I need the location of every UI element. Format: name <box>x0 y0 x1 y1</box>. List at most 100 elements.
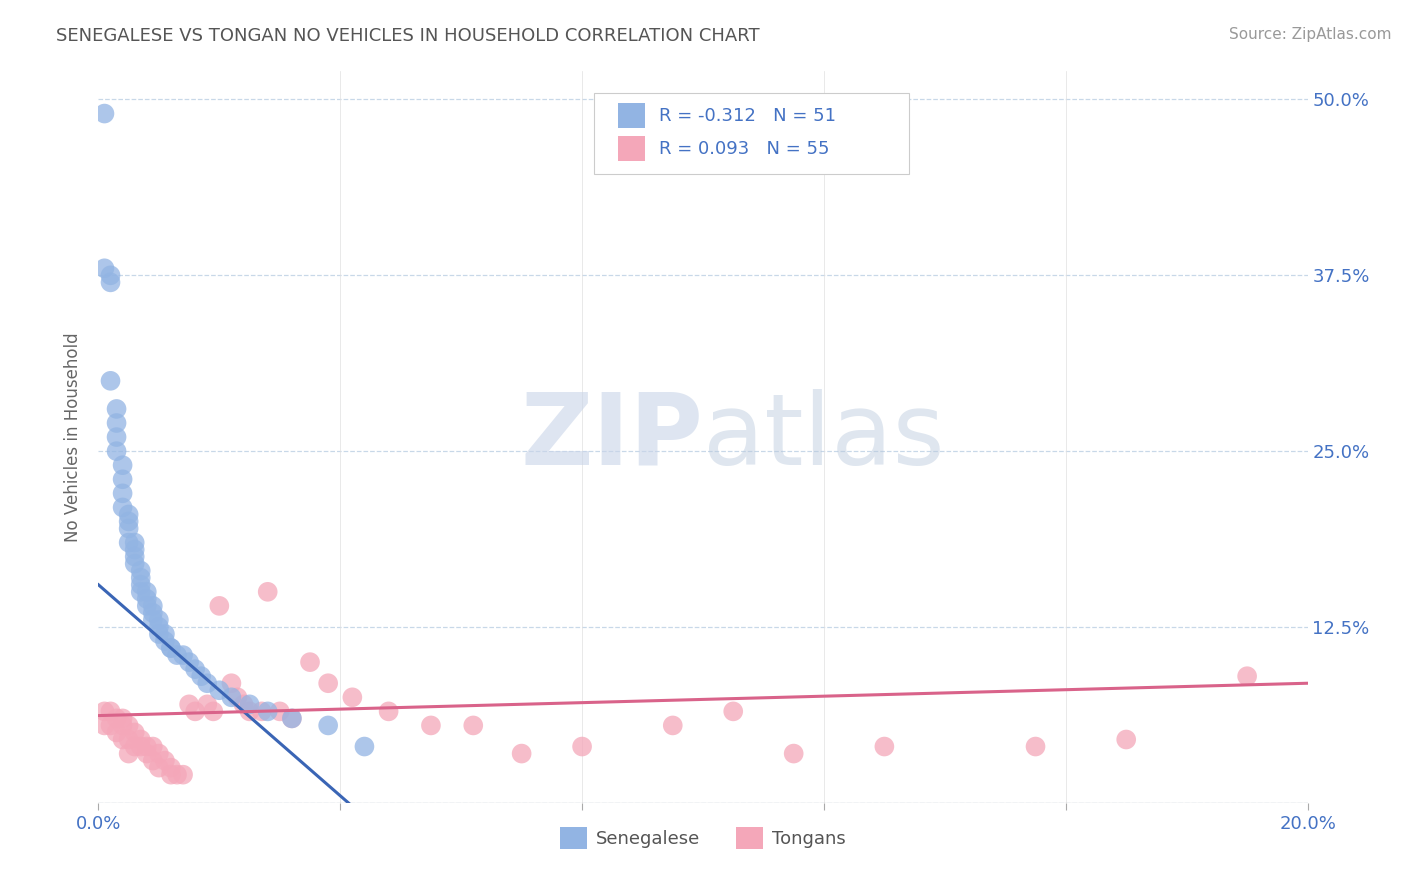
Point <box>184 662 207 676</box>
Point <box>571 739 593 754</box>
Text: SENEGALESE VS TONGAN NO VEHICLES IN HOUSEHOLD CORRELATION CHART: SENEGALESE VS TONGAN NO VEHICLES IN HOUS… <box>56 27 759 45</box>
Point <box>148 620 170 634</box>
Point <box>221 690 243 705</box>
FancyBboxPatch shape <box>619 136 645 161</box>
Point <box>172 648 194 662</box>
Point <box>190 669 212 683</box>
Point <box>124 549 146 564</box>
Point <box>135 747 157 761</box>
Point <box>377 705 399 719</box>
Point <box>1236 669 1258 683</box>
Text: ZIP: ZIP <box>520 389 703 485</box>
Point <box>100 268 122 283</box>
Point <box>100 718 122 732</box>
Point <box>166 648 188 662</box>
Point <box>202 705 225 719</box>
Point <box>783 747 806 761</box>
Point <box>124 535 146 549</box>
Point <box>510 747 533 761</box>
Y-axis label: No Vehicles in Household: No Vehicles in Household <box>65 332 83 542</box>
Point <box>195 698 218 712</box>
Point <box>118 732 141 747</box>
Point <box>118 747 141 761</box>
Point <box>256 584 278 599</box>
Point <box>129 571 152 585</box>
Point <box>226 690 249 705</box>
Point <box>221 676 243 690</box>
Point <box>135 584 157 599</box>
Point <box>232 698 254 712</box>
Point <box>100 276 122 290</box>
Point <box>873 739 896 754</box>
FancyBboxPatch shape <box>619 103 645 128</box>
Point <box>160 761 183 775</box>
Point <box>148 747 170 761</box>
Point <box>100 374 122 388</box>
Point <box>160 641 183 656</box>
Point <box>124 739 146 754</box>
Point <box>1115 732 1137 747</box>
Point <box>239 698 262 712</box>
Point <box>135 599 157 613</box>
Point <box>153 627 176 641</box>
Point <box>111 732 134 747</box>
Point <box>256 705 278 719</box>
Point <box>129 578 152 592</box>
Point <box>105 401 128 416</box>
Point <box>420 718 443 732</box>
Point <box>105 444 128 458</box>
Point <box>142 613 165 627</box>
Point <box>142 739 165 754</box>
Point <box>118 521 141 535</box>
Point <box>208 683 231 698</box>
Point <box>118 515 141 529</box>
Point <box>281 711 304 725</box>
Point <box>316 718 339 732</box>
Point <box>111 500 134 515</box>
Point <box>93 106 115 120</box>
Point <box>179 698 201 712</box>
Point <box>172 767 194 781</box>
Point <box>111 458 134 473</box>
Point <box>160 641 183 656</box>
Legend: Senegalese, Tongans: Senegalese, Tongans <box>553 820 853 856</box>
Point <box>111 486 134 500</box>
Point <box>100 705 122 719</box>
Point <box>118 718 141 732</box>
FancyBboxPatch shape <box>595 94 908 174</box>
Point <box>148 627 170 641</box>
Point <box>316 676 339 690</box>
Text: Source: ZipAtlas.com: Source: ZipAtlas.com <box>1229 27 1392 42</box>
Point <box>208 599 231 613</box>
Point <box>195 676 218 690</box>
Point <box>342 690 364 705</box>
Point <box>111 472 134 486</box>
Point <box>129 584 152 599</box>
Point <box>129 564 152 578</box>
Point <box>129 732 152 747</box>
Point <box>661 718 683 732</box>
Point <box>124 557 146 571</box>
Point <box>239 705 262 719</box>
Point <box>269 705 291 719</box>
Point <box>299 655 322 669</box>
Point <box>142 599 165 613</box>
Point <box>153 754 176 768</box>
Point <box>105 430 128 444</box>
Text: R = -0.312   N = 51: R = -0.312 N = 51 <box>659 107 837 125</box>
Point <box>166 767 188 781</box>
Text: R = 0.093   N = 55: R = 0.093 N = 55 <box>659 139 830 158</box>
Point <box>179 655 201 669</box>
Point <box>105 416 128 430</box>
Point <box>281 711 304 725</box>
Point <box>148 613 170 627</box>
Point <box>118 535 141 549</box>
Point <box>93 261 115 276</box>
Point <box>93 718 115 732</box>
Point <box>124 725 146 739</box>
Point <box>111 711 134 725</box>
Point <box>1024 739 1046 754</box>
Point <box>118 508 141 522</box>
Point <box>463 718 485 732</box>
Point <box>723 705 745 719</box>
